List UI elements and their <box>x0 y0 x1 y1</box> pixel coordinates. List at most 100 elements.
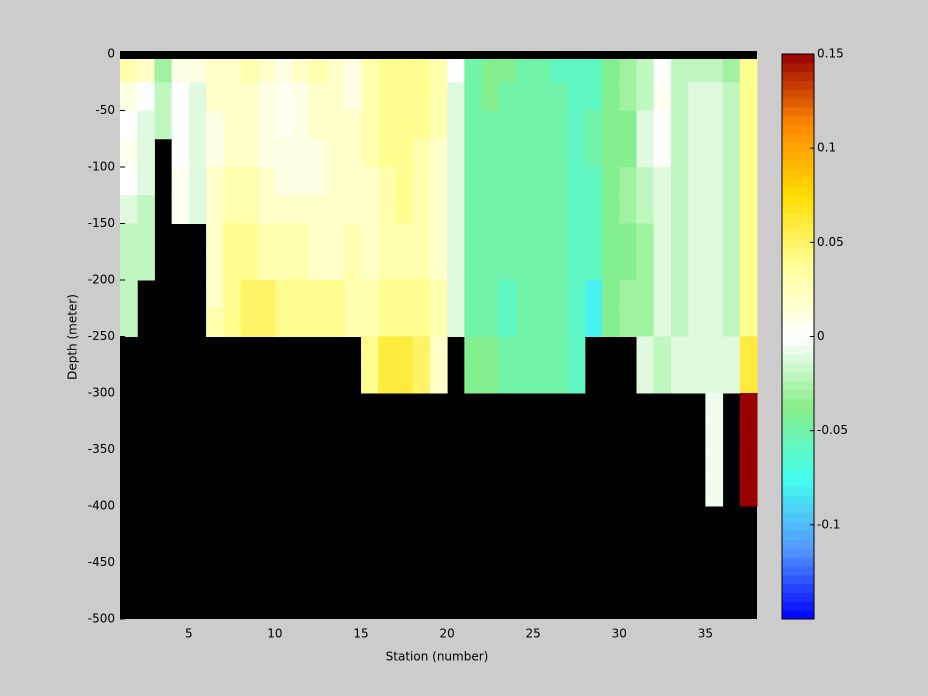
colorbar-swatch <box>782 71 814 81</box>
x-tick-label: 35 <box>698 627 713 641</box>
heatmap-cell <box>171 167 190 196</box>
heatmap-cell <box>705 280 724 309</box>
heatmap-cell <box>447 138 465 168</box>
colorbar-swatch <box>782 106 814 117</box>
heatmap-cell <box>309 308 328 337</box>
heatmap-cell <box>326 280 345 309</box>
colorbar-swatch <box>782 495 814 505</box>
heatmap-cell <box>447 251 465 281</box>
heatmap-cell <box>188 54 207 83</box>
heatmap-cell <box>567 364 586 394</box>
colorbar-swatch <box>782 186 814 196</box>
colorbar-swatch <box>782 151 814 161</box>
colorbar-swatch <box>782 212 814 223</box>
heatmap-cell <box>240 167 259 196</box>
heatmap-cell <box>567 251 586 281</box>
heatmap-cell <box>739 251 758 281</box>
heatmap-cell <box>584 223 603 253</box>
heatmap-cell <box>498 167 517 196</box>
heatmap-cell <box>378 308 396 337</box>
heatmap-cell <box>120 195 138 224</box>
heatmap-cell <box>292 138 310 168</box>
heatmap-cell <box>584 280 603 309</box>
heatmap-cell <box>464 138 483 168</box>
heatmap-cell <box>206 223 224 253</box>
heatmap-cell <box>481 336 500 366</box>
heatmap-cell <box>705 195 724 224</box>
heatmap-cell <box>619 138 637 168</box>
heatmap-cell <box>550 280 569 309</box>
heatmap-cell <box>257 280 276 309</box>
heatmap-cell <box>240 110 259 140</box>
colorbar-swatch <box>782 513 814 523</box>
heatmap-cell <box>670 167 689 196</box>
colorbar-swatch <box>782 539 814 549</box>
heatmap-cell <box>602 110 620 140</box>
heatmap-cell <box>722 54 741 83</box>
heatmap-cell <box>395 336 414 366</box>
heatmap-cell <box>705 449 724 479</box>
colorbar-swatch <box>782 601 814 611</box>
heatmap-cell <box>188 167 207 196</box>
heatmap-cell <box>429 110 448 140</box>
heatmap-cell <box>739 223 758 253</box>
heatmap-cell <box>257 110 276 140</box>
heatmap-cell <box>326 223 345 253</box>
heatmap-cell <box>395 364 414 394</box>
heatmap-cell <box>326 251 345 281</box>
heatmap-cell <box>653 54 672 83</box>
heatmap-cell <box>171 195 190 224</box>
colorbar-swatch <box>782 468 814 479</box>
heatmap-cell <box>292 195 310 224</box>
colorbar-swatch <box>782 371 814 382</box>
heatmap-cell <box>636 167 655 196</box>
colorbar-swatch <box>782 433 814 443</box>
heatmap-cell <box>395 167 414 196</box>
heatmap-cell <box>395 280 414 309</box>
heatmap-cell <box>206 54 224 83</box>
heatmap-cell <box>429 54 448 83</box>
heatmap-cell <box>429 308 448 337</box>
heatmap-cell <box>670 82 689 111</box>
heatmap-cell <box>584 167 603 196</box>
heatmap-cell <box>722 223 741 253</box>
heatmap-cell <box>550 308 569 337</box>
heatmap-cell <box>739 280 758 309</box>
heatmap-cell <box>688 223 706 253</box>
heatmap-cell <box>515 110 534 140</box>
heatmap-cell <box>240 251 259 281</box>
heatmap-cell <box>154 54 173 83</box>
heatmap-cell <box>550 336 569 366</box>
heatmap-cell <box>722 251 741 281</box>
heatmap-cell <box>515 138 534 168</box>
heatmap-cell <box>464 223 483 253</box>
heatmap-cell <box>464 364 483 394</box>
colorbar-swatch <box>782 521 814 532</box>
colorbar-swatch <box>782 62 814 73</box>
heatmap-cell <box>257 82 276 111</box>
heatmap-cell <box>326 195 345 224</box>
heatmap-cell <box>636 110 655 140</box>
heatmap-cell <box>636 364 655 394</box>
colorbar-swatch <box>782 460 814 470</box>
colorbar-swatch <box>782 566 814 576</box>
heatmap-cell <box>240 54 259 83</box>
heatmap-cell <box>447 167 465 196</box>
heatmap-cell <box>137 82 155 111</box>
heatmap-cell <box>171 54 190 83</box>
heatmap-cell <box>326 308 345 337</box>
heatmap-cell <box>705 110 724 140</box>
heatmap-cell <box>584 110 603 140</box>
heatmap-cell <box>584 195 603 224</box>
heatmap-cell <box>223 223 242 253</box>
heatmap-cell <box>688 54 706 83</box>
y-axis-label: Depth (meter) <box>66 294 80 380</box>
colorbar-swatch <box>782 248 814 258</box>
heatmap-cell <box>515 82 534 111</box>
heatmap-cell <box>739 110 758 140</box>
heatmap-cell <box>567 54 586 83</box>
heatmap-cell <box>533 82 551 111</box>
heatmap-cell <box>636 223 655 253</box>
heatmap-cell <box>705 336 724 366</box>
colorbar-swatch <box>782 257 814 267</box>
